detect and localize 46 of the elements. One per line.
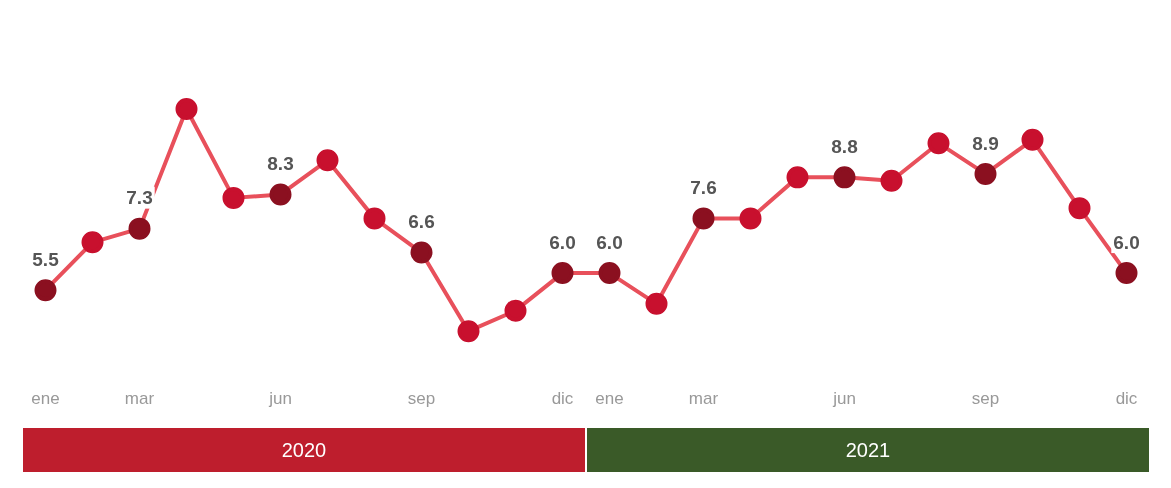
point <box>1115 262 1138 285</box>
point <box>1068 197 1091 220</box>
point <box>739 207 762 230</box>
point <box>81 231 104 254</box>
data-label: 7.6 <box>690 177 717 199</box>
point <box>1021 128 1044 151</box>
point <box>598 262 621 285</box>
x-tick-label: sep <box>971 389 1000 409</box>
point <box>833 166 856 189</box>
point <box>269 183 292 206</box>
text: 2020 <box>281 438 327 461</box>
point <box>786 166 809 189</box>
point <box>175 98 198 121</box>
data-label: 7.3 <box>126 187 153 209</box>
text: 2021 <box>845 438 891 461</box>
point <box>504 299 527 322</box>
data-label: 8.9 <box>972 132 999 154</box>
point <box>880 169 903 192</box>
x-tick-label: mar <box>124 389 155 409</box>
point <box>645 292 668 315</box>
point <box>316 149 339 172</box>
x-tick-label: jun <box>832 389 856 409</box>
x-tick-label: dic <box>551 389 574 409</box>
x-tick-label: ene <box>595 389 624 409</box>
point <box>457 320 480 343</box>
point <box>222 186 245 209</box>
data-label: 6.0 <box>596 231 623 253</box>
x-tick-label: jun <box>268 389 292 409</box>
data-label: 5.5 <box>32 248 60 270</box>
x-tick-label: sep <box>407 389 436 409</box>
point <box>363 207 386 230</box>
data-label: 6.0 <box>1113 231 1140 253</box>
point <box>128 217 151 240</box>
point <box>410 241 433 264</box>
x-tick-label: ene <box>31 389 60 409</box>
data-label: 8.8 <box>831 136 858 158</box>
x-tick-label: mar <box>688 389 719 409</box>
data-label: 8.3 <box>267 153 294 175</box>
x-tick-label: dic <box>1115 389 1138 409</box>
point <box>974 162 997 185</box>
point <box>927 132 950 155</box>
data-label: 6.0 <box>549 231 576 253</box>
point <box>692 207 715 230</box>
point <box>34 279 57 302</box>
data-label: 6.6 <box>408 211 435 233</box>
point <box>551 262 574 285</box>
